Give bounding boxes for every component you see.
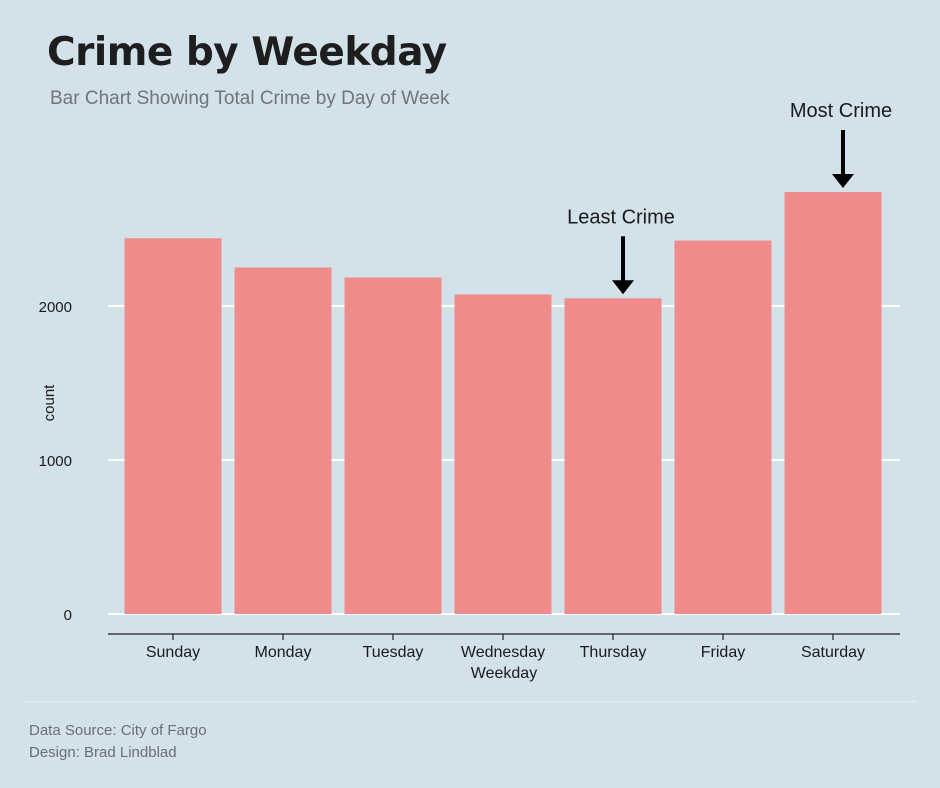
x-tick-label: Wednesday	[461, 644, 545, 661]
bar-tuesday	[344, 277, 442, 614]
y-tick-label: 0	[64, 607, 72, 624]
design-credit: Design: Brad Lindblad	[29, 744, 177, 761]
bar-friday	[674, 240, 772, 615]
chart-subtitle: Bar Chart Showing Total Crime by Day of …	[50, 88, 450, 109]
x-tick-label: Thursday	[580, 644, 647, 661]
bar-thursday	[564, 298, 662, 614]
x-tick-label: Monday	[255, 644, 312, 661]
x-axis-title: Weekday	[471, 665, 537, 682]
annotation-label: Most Crime	[790, 100, 892, 122]
annotation-label: Least Crime	[567, 206, 675, 228]
annotation-arrowhead	[832, 174, 854, 189]
bar-saturday	[784, 192, 882, 615]
y-tick-label: 1000	[39, 453, 72, 470]
bar-monday	[234, 267, 332, 614]
y-axis-title: count	[41, 384, 58, 422]
annotation-layer: Least Crime Most Crime	[567, 100, 892, 295]
bar-wednesday	[454, 294, 552, 614]
chart-title: Crime by Weekday	[47, 30, 447, 75]
bar-chart: 0 1000 2000 Sunday Monday Tuesday Wednesday Thu…	[39, 100, 900, 682]
annotation-arrowhead	[612, 280, 634, 295]
bars-layer	[124, 192, 882, 615]
x-tick-label: Saturday	[801, 644, 865, 661]
x-tick-label: Sunday	[146, 644, 200, 661]
x-tick-label: Tuesday	[363, 644, 424, 661]
footer-divider	[24, 701, 916, 702]
bar-sunday	[124, 238, 222, 615]
data-source-note: Data Source: City of Fargo	[29, 722, 207, 739]
x-tick-label: Friday	[701, 644, 745, 661]
axis-layer: 0 1000 2000 Sunday Monday Tuesday Wednesday Thu…	[39, 299, 900, 682]
y-tick-label: 2000	[39, 299, 72, 316]
